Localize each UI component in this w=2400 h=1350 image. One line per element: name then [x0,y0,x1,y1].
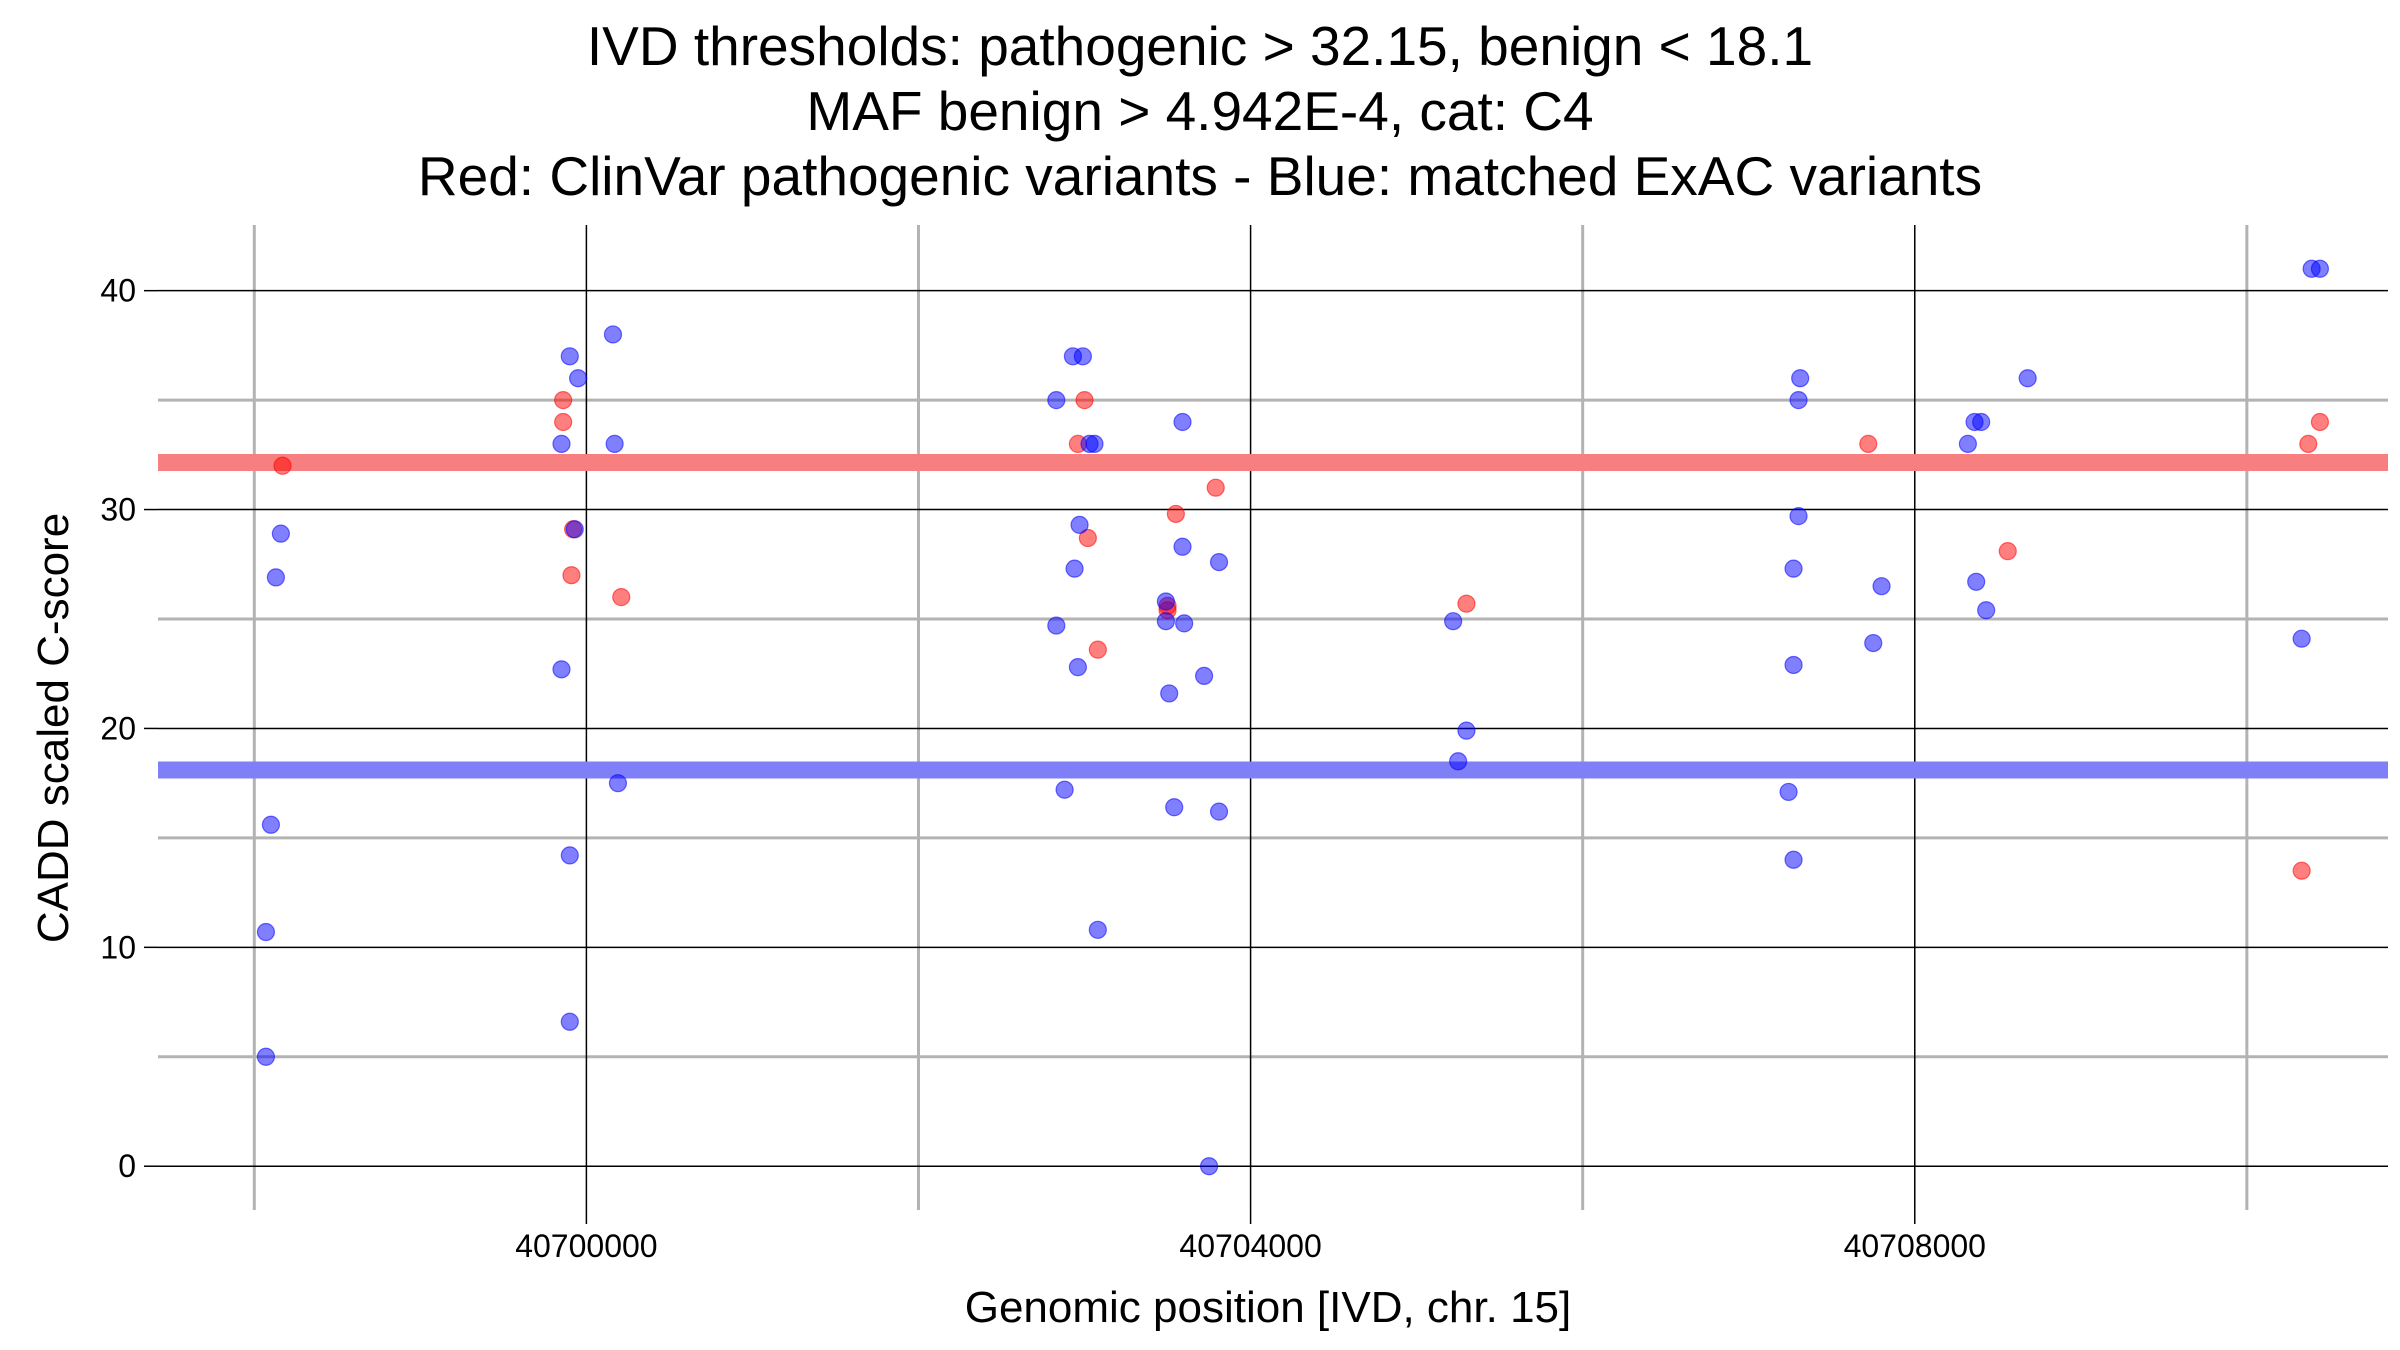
exac-variant-point [1791,369,1810,388]
exac-variant-point [1958,434,1978,453]
clinvar-pathogenic-point [1998,542,2017,561]
exac-variant-point [1165,798,1184,817]
clinvar-pathogenic-point [612,588,631,607]
clinvar-pathogenic-point [2310,412,2330,432]
exac-variant-point [603,325,623,344]
minor-gridlines [158,225,2388,1210]
major-gridlines [158,225,2388,1210]
exac-variant-point [1209,552,1229,572]
threshold-lines [158,453,2388,779]
clinvar-pathogenic-point [1078,528,1097,548]
exac-variant-point [1199,1157,1219,1176]
exac-variant-point [1449,752,1468,771]
clinvar-pathogenic-point [1457,594,1476,613]
y-axis-label: CADD scaled C-score [29,513,78,943]
exac-variant-point [1209,802,1229,821]
clinvar-pathogenic-point [554,412,573,432]
exac-variant-point [565,520,584,539]
exac-variant-point [1073,347,1092,366]
exac-variant-point [552,434,571,453]
exac-variant-point [552,660,571,679]
clinvar-pathogenic-point [554,391,573,410]
exac-variant-point [1175,614,1194,633]
x-tick-label: 40700000 [515,1228,657,1264]
y-tick-label: 0 [118,1148,136,1184]
exac-variant-point [1047,391,1066,410]
exac-variant-point [1047,616,1066,635]
x-axis-ticks: 40700000 40704000 40708000 [515,1210,1986,1264]
exac-variant-point [1156,592,1176,611]
clinvar-pathogenic-point [1859,434,1878,453]
exac-variant-point [2018,369,2037,388]
exac-variant-point [271,524,290,543]
clinvar-pathogenic-point [1206,478,1225,497]
clinvar-pathogenic-point [1088,640,1107,659]
exac-variant-point [266,568,285,587]
exac-variant-point [1789,391,1808,410]
exac-variant-point [1055,780,1074,799]
clinvar-pathogenic-point [273,456,292,475]
exac-variant-point [560,846,579,865]
exac-variant-point [1085,434,1104,453]
exac-variant-point [1173,412,1192,432]
exac-variant-point [568,369,588,388]
clinvar-pathogenic-point [1075,391,1094,410]
exac-variant-point [261,815,281,834]
exac-variant-point [2292,629,2311,648]
exac-variant-point [608,774,628,793]
chart-title-line-3: Red: ClinVar pathogenic variants - Blue:… [417,145,1983,207]
chart-title-line-1: IVD thresholds: pathogenic > 32.15, beni… [586,15,1814,77]
exac-variant-point [256,922,276,942]
exac-variant-point [1194,666,1214,686]
x-axis-label: Genomic position [IVD, chr. 15] [965,1283,1572,1332]
exac-variant-point [1070,515,1089,534]
exac-variant-point [1156,612,1176,631]
exac-variant-point [1160,684,1179,703]
exac-variant-point [256,1047,276,1066]
y-tick-label: 20 [100,710,136,746]
y-tick-label: 10 [100,929,136,965]
clinvar-pathogenic-point [562,566,581,585]
exac-variant-point [1789,507,1808,526]
exac-variant-point [2310,259,2330,278]
exac-variant-point [1977,601,1996,620]
exac-variant-point [1068,658,1087,677]
exac-variant-point [1444,612,1463,631]
x-tick-label: 40704000 [1179,1228,1321,1264]
exac-variant-point [1457,721,1476,740]
y-tick-label: 40 [100,273,136,309]
chart-title-line-2: MAF benign > 4.942E-4, cat: C4 [806,80,1594,142]
exac-variant-point [605,434,624,453]
exac-variant-point [560,1012,579,1031]
y-tick-label: 30 [100,492,136,528]
clinvar-pathogenic-point [2299,434,2318,453]
data-points [256,259,2330,1176]
exac-variant-point [1784,559,1803,578]
exac-variant-point [1784,850,1803,869]
exac-variant-point [1784,655,1803,675]
exac-variant-point [1967,572,1986,591]
exac-variant-point [1779,782,1798,802]
exac-variant-point [1972,412,1991,432]
exac-variant-point [560,347,579,366]
exac-variant-point [1088,920,1107,939]
exac-variant-point [1065,559,1084,578]
clinvar-pathogenic-point [1166,504,1185,524]
clinvar-pathogenic-point [2292,861,2311,880]
exac-variant-point [1872,577,1891,596]
x-tick-label: 40708000 [1844,1228,1986,1264]
exac-variant-point [1864,633,1883,653]
exac-variant-point [1173,537,1192,556]
y-axis-ticks: 0 10 20 30 40 [100,273,158,1184]
